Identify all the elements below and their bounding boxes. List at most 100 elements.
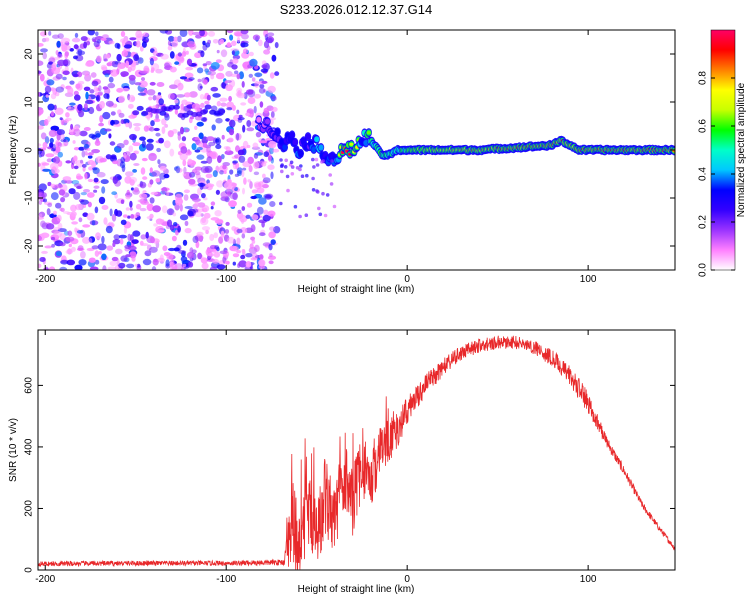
chart-title: S233.2026.012.12.37.G14 <box>280 2 433 17</box>
noise-blob <box>149 167 153 173</box>
noise-blob <box>101 66 108 71</box>
noise-blob <box>96 171 106 178</box>
noise-blob <box>261 184 269 189</box>
noise-blob <box>115 210 123 217</box>
noise-blob <box>194 201 199 206</box>
noise-blob <box>182 159 187 167</box>
colorbar-tick-label: 0.0 <box>698 263 709 277</box>
noise-blob <box>241 169 245 178</box>
noise-blob <box>139 207 147 212</box>
noise-blob <box>228 95 233 102</box>
noise-blob <box>169 66 177 73</box>
noise-blob <box>104 128 112 132</box>
noise-blob <box>89 266 99 270</box>
noise-blob <box>55 202 62 209</box>
noise-blob <box>214 245 220 250</box>
ridge-scatter <box>330 159 334 163</box>
noise-blob <box>106 62 113 67</box>
noise-blob <box>113 234 121 240</box>
noise-blob <box>249 181 253 189</box>
noise-blob <box>225 260 230 265</box>
noise-blob <box>100 179 109 185</box>
noise-blob <box>84 99 94 105</box>
noise-blob <box>85 72 89 77</box>
noise-blob <box>132 110 140 116</box>
y-tick-label: 0 <box>24 147 35 153</box>
noise-blob <box>259 83 265 89</box>
noise-blob <box>227 236 235 244</box>
noise-blob <box>178 250 187 254</box>
spectrogram-y-label: Frequency (Hz) <box>8 116 19 185</box>
noise-blob <box>187 41 196 47</box>
noise-blob <box>50 192 59 201</box>
noise-blob <box>202 63 207 67</box>
noise-blob <box>38 162 41 167</box>
noise-blob <box>88 257 96 263</box>
noise-blob <box>161 118 167 126</box>
noise-blob <box>114 42 120 49</box>
noise-blob <box>102 111 111 120</box>
noise-blob <box>40 220 46 228</box>
noise-blob <box>194 211 203 218</box>
noise-blob <box>133 54 140 62</box>
noise-blob <box>169 148 175 157</box>
snr-series-line <box>38 335 675 570</box>
ridge-scatter <box>285 174 290 179</box>
noise-blob <box>146 203 154 212</box>
noise-blob <box>60 207 65 212</box>
noise-blob <box>168 35 175 42</box>
noise-blob <box>179 153 188 161</box>
noise-blob <box>120 71 129 77</box>
noise-blob <box>129 200 133 208</box>
noise-blob <box>222 164 227 170</box>
ridge-core <box>311 147 316 151</box>
noise-blob <box>243 92 248 100</box>
noise-blob <box>164 123 169 128</box>
noise-blob <box>200 50 205 58</box>
noise-blob <box>118 262 126 269</box>
noise-blob <box>203 79 208 85</box>
noise-blob <box>165 259 170 267</box>
noise-blob <box>119 238 124 245</box>
noise-blob <box>72 140 76 144</box>
noise-blob <box>149 246 158 253</box>
noise-blob <box>233 31 243 37</box>
noise-blob <box>142 32 149 38</box>
noise-blob <box>141 41 147 48</box>
noise-blob <box>80 251 86 259</box>
noise-blob <box>221 81 227 89</box>
noise-blob <box>65 236 75 242</box>
noise-blob <box>263 107 270 114</box>
noise-blob <box>121 50 128 57</box>
noise-blob <box>81 150 86 158</box>
noise-blob <box>212 93 221 98</box>
noise-blob <box>55 86 64 93</box>
noise-blob <box>204 104 212 110</box>
noise-blob <box>213 232 218 239</box>
noise-blob <box>141 77 145 81</box>
noise-blob <box>40 232 50 239</box>
noise-blob <box>83 41 87 49</box>
noise-blob <box>112 119 120 125</box>
noise-blob <box>71 221 78 225</box>
noise-blob <box>140 234 147 240</box>
noise-blob <box>150 63 160 71</box>
noise-blob <box>86 212 95 221</box>
ridge-core <box>349 142 354 146</box>
noise-blob <box>87 155 93 159</box>
noise-blob <box>44 85 52 94</box>
noise-blob <box>112 242 116 248</box>
noise-blob <box>159 30 169 34</box>
noise-blob <box>225 221 230 226</box>
noise-blob <box>196 154 205 160</box>
noise-blob <box>135 212 141 217</box>
noise-blob <box>123 139 129 146</box>
noise-blob <box>73 191 81 200</box>
noise-blob <box>208 252 215 257</box>
noise-blob <box>156 257 165 263</box>
noise-blob <box>195 241 200 249</box>
noise-blob <box>72 73 79 78</box>
noise-blob <box>105 54 111 59</box>
noise-blob <box>49 142 54 148</box>
noise-blob <box>184 220 189 227</box>
